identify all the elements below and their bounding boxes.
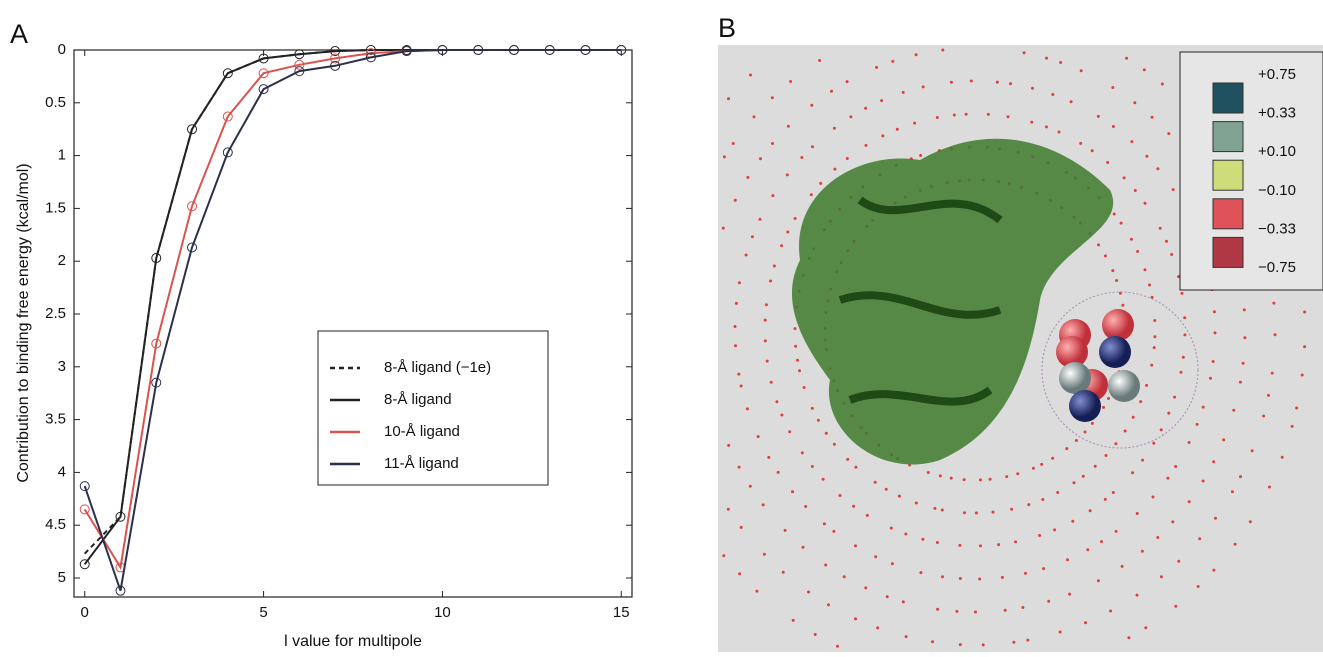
panel-label: B xyxy=(718,13,736,43)
data-point xyxy=(151,253,162,264)
data-point xyxy=(401,46,412,57)
color-legend-label: +0.75 xyxy=(1258,66,1296,83)
y-tick-label: 5 xyxy=(58,569,66,586)
color-swatch xyxy=(1212,236,1244,268)
data-point xyxy=(294,66,305,77)
data-point xyxy=(330,60,341,71)
panel-b: +0.75 +0.33 +0.10 −0.10 −0.33 −0.75 xyxy=(718,45,1323,652)
data-point xyxy=(616,45,627,55)
data-point xyxy=(258,68,269,79)
data-point xyxy=(473,45,484,55)
protein-ribbon xyxy=(791,138,1114,465)
x-axis-title: l value for multipole xyxy=(284,633,422,650)
atom xyxy=(1102,309,1134,341)
color-legend-label: +0.33 xyxy=(1258,105,1296,122)
x-tick-label: 15 xyxy=(613,604,630,621)
data-point xyxy=(115,511,126,522)
x-tick-label: 0 xyxy=(81,604,89,621)
color-swatch xyxy=(1212,82,1244,114)
y-tick-label: 4 xyxy=(58,463,66,480)
y-tick-label: 3 xyxy=(58,358,66,375)
legend-label: 10-Å ligand xyxy=(384,423,460,440)
color-swatch xyxy=(1212,159,1244,191)
atom xyxy=(1099,336,1131,368)
data-point xyxy=(222,111,233,122)
x-tick-label: 10 xyxy=(434,604,451,621)
color-legend-label: +0.10 xyxy=(1258,143,1296,160)
data-point xyxy=(508,45,519,55)
y-tick-label: 3.5 xyxy=(45,411,66,428)
atom xyxy=(1069,390,1101,422)
series-line xyxy=(83,49,622,592)
data-point xyxy=(330,46,341,57)
series-line xyxy=(83,49,622,571)
data-point xyxy=(151,338,162,349)
field-dots xyxy=(721,48,1307,648)
data-point xyxy=(544,45,555,55)
data-point xyxy=(187,124,198,135)
color-swatch xyxy=(1212,198,1244,230)
data-point xyxy=(79,504,90,515)
color-legend-label: −0.10 xyxy=(1258,182,1296,199)
color-legend-label: −0.33 xyxy=(1258,220,1296,237)
atom xyxy=(1056,336,1088,368)
legend-label: 11-Å ligand xyxy=(384,455,459,472)
data-point xyxy=(580,45,591,55)
color-swatch xyxy=(1212,121,1244,153)
atom xyxy=(1059,362,1091,394)
legend-box xyxy=(317,330,549,486)
data-point xyxy=(79,559,90,570)
y-tick-label: 1 xyxy=(58,147,66,164)
y-tick-label: 0 xyxy=(58,41,66,58)
data-point xyxy=(365,45,376,55)
data-point xyxy=(294,49,305,60)
y-axis-title: Contribution to binding free energy (kca… xyxy=(15,163,32,482)
data-point xyxy=(187,201,198,212)
data-point xyxy=(79,481,90,492)
data-point xyxy=(437,45,448,55)
y-tick-label: 4.5 xyxy=(45,516,66,533)
color-legend-box xyxy=(1179,51,1323,291)
ligand-surface xyxy=(1041,291,1199,449)
data-point xyxy=(222,68,233,79)
y-tick-label: 0.5 xyxy=(45,94,66,111)
x-tick-label: 5 xyxy=(259,604,267,621)
data-point xyxy=(294,59,305,70)
data-point xyxy=(365,52,376,63)
data-point xyxy=(258,84,269,95)
data-point xyxy=(222,147,233,158)
data-point xyxy=(258,53,269,64)
data-point xyxy=(187,242,198,253)
atom xyxy=(1108,370,1140,402)
color-legend-label: −0.75 xyxy=(1258,259,1296,276)
y-tick-label: 1.5 xyxy=(45,199,66,216)
panel-label: A xyxy=(10,19,28,49)
y-tick-label: 2.5 xyxy=(45,305,66,322)
data-point xyxy=(151,377,162,388)
legend-label: 8-Å ligand (−1e) xyxy=(384,359,491,376)
protein-ribbon xyxy=(838,196,1003,406)
y-tick-label: 2 xyxy=(58,252,66,269)
data-point xyxy=(115,585,126,596)
legend-label: 8-Å ligand xyxy=(384,391,452,408)
data-point xyxy=(330,53,341,64)
plot-frame xyxy=(73,49,633,598)
